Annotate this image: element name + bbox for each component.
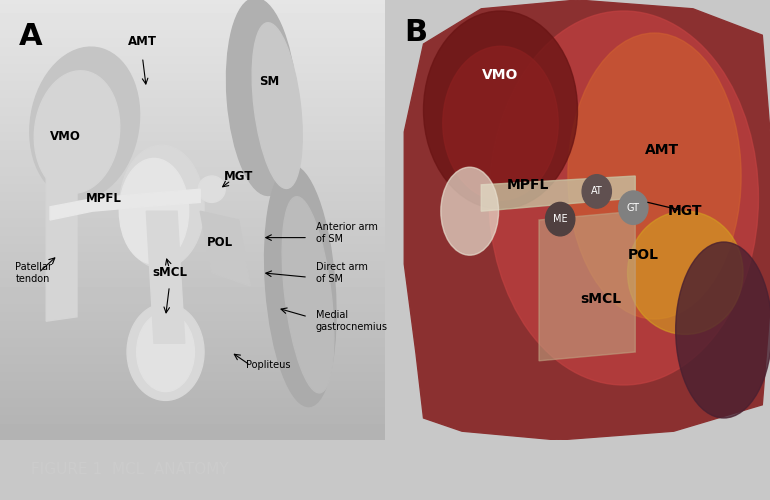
Text: ME: ME [553, 214, 567, 224]
Text: Anterior arm
of SM: Anterior arm of SM [316, 222, 377, 244]
Text: Direct arm
of SM: Direct arm of SM [316, 262, 367, 283]
Polygon shape [481, 176, 635, 211]
Ellipse shape [568, 33, 741, 319]
Ellipse shape [424, 11, 578, 209]
Text: Medial
gastrocnemius: Medial gastrocnemius [316, 310, 388, 332]
Ellipse shape [127, 304, 204, 400]
Circle shape [582, 174, 611, 208]
Text: MPFL: MPFL [86, 192, 122, 204]
Ellipse shape [676, 242, 770, 418]
Text: AT: AT [591, 186, 603, 196]
Ellipse shape [443, 46, 558, 200]
Ellipse shape [265, 166, 336, 406]
Text: B: B [404, 18, 427, 46]
Text: SM: SM [259, 75, 280, 88]
Polygon shape [50, 189, 200, 220]
Ellipse shape [34, 71, 120, 193]
Polygon shape [539, 211, 635, 361]
Text: VMO: VMO [482, 68, 519, 82]
Ellipse shape [199, 176, 226, 203]
Text: AMT: AMT [128, 36, 157, 49]
Polygon shape [200, 211, 250, 286]
Polygon shape [146, 211, 185, 343]
Text: A: A [19, 22, 43, 51]
Text: sMCL: sMCL [580, 292, 621, 306]
Text: MGT: MGT [224, 170, 253, 182]
Ellipse shape [119, 145, 204, 268]
Polygon shape [46, 163, 77, 321]
Ellipse shape [440, 167, 499, 255]
Text: FIGURE 1  MCL  ANATOMY: FIGURE 1 MCL ANATOMY [31, 462, 229, 477]
Ellipse shape [226, 0, 297, 196]
Polygon shape [404, 0, 770, 440]
Ellipse shape [628, 211, 743, 334]
Text: sMCL: sMCL [152, 266, 187, 280]
Text: AMT: AMT [645, 142, 679, 156]
Text: GT: GT [627, 202, 640, 212]
Ellipse shape [252, 22, 303, 188]
Text: POL: POL [206, 236, 233, 248]
Text: MPFL: MPFL [506, 178, 549, 192]
Text: Popliteus: Popliteus [246, 360, 291, 370]
Text: MGT: MGT [668, 204, 702, 218]
Circle shape [545, 202, 574, 236]
Ellipse shape [489, 11, 758, 385]
Circle shape [619, 191, 648, 224]
Text: VMO: VMO [50, 130, 81, 143]
Text: Patellar
tendon: Patellar tendon [15, 262, 52, 283]
Ellipse shape [137, 312, 194, 392]
Text: POL: POL [628, 248, 658, 262]
Ellipse shape [282, 196, 334, 393]
Ellipse shape [30, 47, 139, 200]
Ellipse shape [119, 158, 189, 264]
